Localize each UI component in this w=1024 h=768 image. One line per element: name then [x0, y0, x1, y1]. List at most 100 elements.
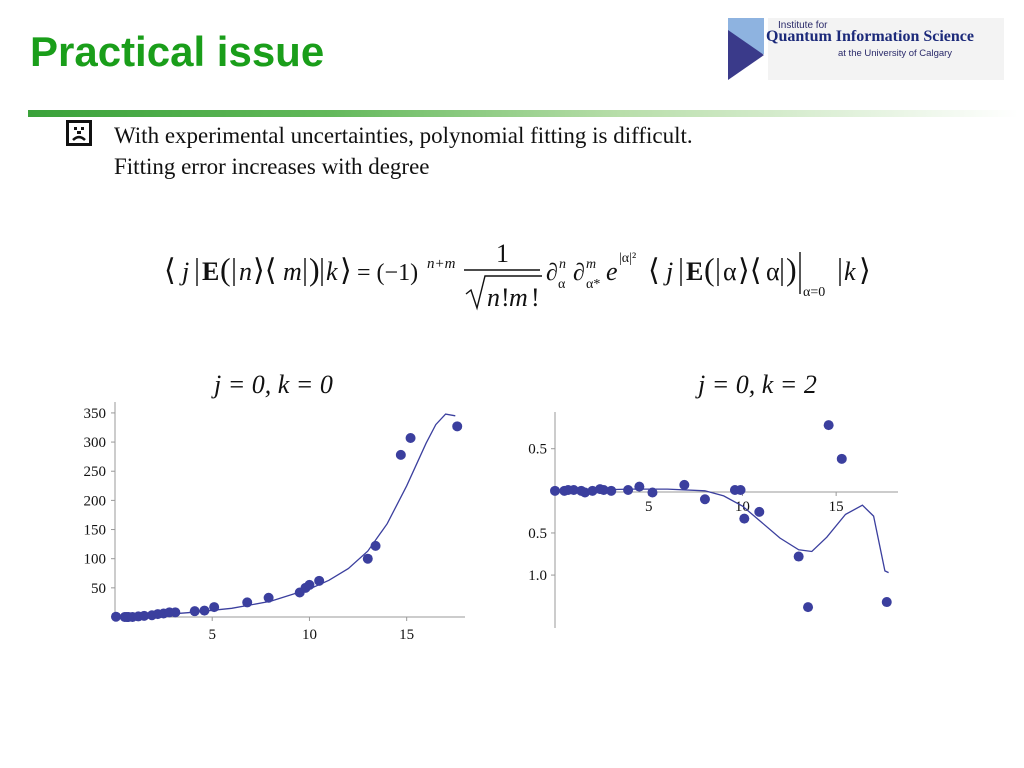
svg-text:m: m — [283, 257, 302, 286]
svg-text:k: k — [844, 257, 856, 286]
chart-1-data-point — [314, 575, 325, 586]
svg-text:⟩: ⟩ — [340, 254, 352, 287]
chart-1-y-tick-label: 200 — [84, 493, 107, 509]
chart-1-data-point — [362, 553, 373, 564]
svg-text:k: k — [326, 257, 338, 286]
svg-text:n: n — [239, 257, 252, 286]
svg-text:!: ! — [501, 283, 510, 312]
chart-1-data-point — [209, 602, 220, 613]
chart-1-x-tick-label: 5 — [208, 627, 216, 643]
chart-2-data-point — [623, 484, 634, 495]
chart-1-data-point — [263, 592, 274, 603]
chart-1-data-point — [405, 432, 416, 443]
svg-text:∂: ∂ — [573, 260, 585, 286]
bullet-line-2: Fitting error increases with degree — [114, 154, 430, 179]
chart-1-data-point — [170, 607, 181, 618]
chart-1-data-point — [189, 606, 200, 617]
chart-2-data-point — [679, 479, 690, 490]
svg-text:n+m: n+m — [427, 256, 456, 272]
formula: ⟨ j E ( n ⟩⟨ m ) k ⟩ = (−1) n+m 1 n ! m … — [164, 239, 871, 312]
bullet-text: With experimental uncertainties, polynom… — [114, 120, 693, 182]
svg-text:⟩⟨: ⟩⟨ — [738, 254, 761, 287]
chart-2-y-tick-label: 1.0 — [528, 568, 547, 584]
chart-1-data-point — [110, 611, 121, 622]
chart-2-data-point — [803, 602, 814, 613]
chart-2-y-tick-label: 0.5 — [528, 442, 547, 458]
svg-text:α: α — [723, 257, 737, 286]
chart-1-y-tick-label: 150 — [84, 523, 107, 539]
chart-1-fit-curve — [114, 413, 456, 618]
svg-text:α=0: α=0 — [803, 285, 825, 300]
chart-2-data-point — [606, 485, 617, 496]
svg-text:⟩⟨: ⟩⟨ — [253, 254, 276, 287]
chart-1-data-point — [199, 605, 210, 616]
svg-text:n: n — [487, 283, 500, 312]
bullet-line-1: With experimental uncertainties, polynom… — [114, 123, 693, 148]
chart-2-data-point — [881, 597, 892, 608]
svg-text:e: e — [606, 257, 618, 286]
chart-1-y-tick-label: 300 — [84, 435, 107, 451]
chart-2-data-point — [793, 551, 804, 562]
svg-text:α: α — [558, 277, 566, 292]
chart-2-data-point — [587, 485, 598, 496]
svg-text:(: ( — [220, 251, 231, 287]
svg-text:m: m — [586, 257, 596, 272]
svg-text:j: j — [663, 257, 673, 286]
chart-1-data-point — [304, 579, 315, 590]
chart-2-x-tick-label: 10 — [735, 499, 750, 515]
logo-diamond-icon — [728, 30, 764, 80]
chart-2-title: j = 0, k = 2 — [698, 370, 817, 399]
svg-text:1: 1 — [496, 239, 509, 268]
chart-2-data-point — [836, 453, 847, 464]
chart-2-data-point — [739, 513, 750, 524]
svg-text:α*: α* — [586, 277, 600, 292]
chart-1-data-point — [452, 421, 463, 432]
chart-1-y-tick-label: 350 — [84, 406, 107, 422]
chart-1-title: j = 0, k = 0 — [214, 370, 333, 399]
chart-1-data-point — [370, 540, 381, 551]
svg-text:(: ( — [704, 251, 715, 287]
chart-2-data-point — [550, 485, 560, 496]
logo-line-2: Quantum Information Science — [766, 28, 974, 45]
svg-text:): ) — [309, 251, 320, 287]
chart-2-data-point — [634, 481, 645, 492]
svg-text:j: j — [179, 257, 189, 286]
chart-2-data-point — [647, 487, 658, 498]
svg-text:= (−1): = (−1) — [357, 260, 418, 286]
chart-1-x-tick-label: 10 — [302, 627, 317, 643]
chart-1-y-tick-label: 250 — [84, 464, 107, 480]
chart-2-data-point — [754, 506, 765, 517]
chart-2-x-tick-label: 5 — [645, 499, 653, 515]
chart-2-data-point — [568, 484, 579, 495]
svg-text:E: E — [202, 257, 219, 286]
frown-face-icon — [66, 120, 92, 146]
chart-2-data-point — [823, 420, 834, 431]
svg-text:|α|²: |α|² — [619, 251, 636, 266]
logo-text-box — [768, 18, 1004, 80]
svg-text:): ) — [786, 251, 797, 287]
chart-2-data-point — [735, 484, 746, 495]
title-rule — [28, 110, 1018, 117]
chart-2-y-tick-label: 0.5 — [528, 526, 547, 542]
chart-2-x-tick-label: 15 — [829, 499, 844, 515]
svg-text:⟩: ⟩ — [859, 254, 871, 287]
logo-line-1: Institute for — [778, 20, 828, 31]
svg-text:E: E — [686, 257, 703, 286]
svg-text:⟨: ⟨ — [648, 254, 660, 287]
chart-1-y-tick-label: 50 — [91, 581, 106, 597]
chart-1-y-tick-label: 100 — [84, 552, 107, 568]
chart-1-data-point — [139, 610, 150, 621]
chart-2-data-point — [699, 494, 710, 505]
chart-1-data-point — [395, 449, 406, 460]
slide-title: Practical issue — [30, 28, 325, 75]
chart-1-x-tick-label: 15 — [399, 627, 414, 643]
chart-1-data-point — [242, 597, 253, 608]
svg-text:∂: ∂ — [546, 260, 558, 286]
svg-text:n: n — [559, 257, 566, 272]
institute-logo: Institute for Quantum Information Scienc… — [728, 18, 1006, 80]
chart-2-data-point — [579, 487, 590, 498]
svg-text:α: α — [766, 257, 780, 286]
svg-text:!: ! — [531, 283, 540, 312]
logo-line-3: at the University of Calgary — [838, 48, 953, 59]
